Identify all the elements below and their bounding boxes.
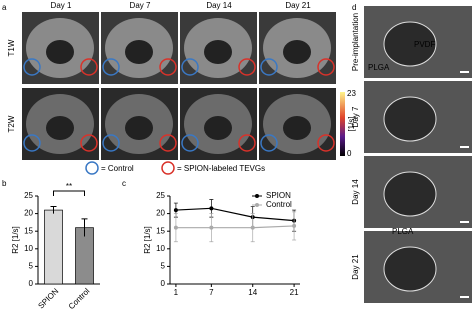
x-tick-label: 14: [248, 288, 257, 297]
y-tick-label: 20: [24, 209, 33, 218]
row-label: T1W: [7, 39, 16, 56]
x-tick-label: 21: [290, 288, 299, 297]
annotation: PLGA: [368, 63, 390, 72]
annotation: PVDF: [414, 40, 435, 49]
y-tick-label: 15: [24, 226, 33, 235]
error-bar: [81, 218, 88, 237]
legend-control: [85, 161, 99, 175]
y-tick-label: 0: [29, 279, 34, 288]
control-marker: [260, 134, 278, 152]
mri-anatomy: [125, 40, 153, 64]
legend-text: = SPION-labeled TEVGs: [177, 164, 265, 173]
data-point: [250, 225, 255, 230]
histology-tissue: [383, 21, 437, 67]
y-axis-label: R2 [1/s]: [143, 226, 152, 254]
row-label: Day 7: [351, 106, 360, 127]
y-tick-label: 15: [156, 226, 165, 235]
mri-anatomy: [283, 40, 311, 64]
control-marker: [181, 58, 199, 76]
legend-text: Control: [266, 200, 292, 209]
legend-spion: [161, 161, 175, 175]
spion-marker: [159, 58, 177, 76]
colorbar-max: 23: [347, 89, 356, 98]
panel-letter: a: [2, 3, 7, 12]
colorbar-min: 0: [347, 149, 352, 158]
data-point: [173, 208, 178, 213]
spion-marker: [80, 58, 98, 76]
legend-text: SPION: [266, 191, 291, 200]
scale-bar: [460, 146, 469, 148]
row-label: T2W: [7, 115, 16, 132]
data-point: [292, 223, 297, 228]
control-marker: [260, 58, 278, 76]
mri-anatomy: [46, 40, 74, 64]
control-marker: [102, 58, 120, 76]
colorbar-unit: [1/s]: [347, 116, 356, 131]
series-line: [175, 207, 295, 222]
y-tick-label: 5: [29, 262, 34, 271]
data-point: [173, 225, 178, 230]
control-marker: [181, 134, 199, 152]
row-label: Day 21: [351, 254, 360, 280]
y-tick-label: 20: [156, 209, 165, 218]
scale-bar: [460, 221, 469, 223]
annotation: PLGA: [392, 227, 414, 236]
error-bar: [50, 206, 57, 214]
significance: **: [66, 182, 72, 191]
mri-anatomy: [125, 116, 153, 140]
x-tick-label: 7: [209, 288, 214, 297]
mri-anatomy: [283, 116, 311, 140]
y-tick-label: 25: [24, 191, 33, 200]
panel-letter: c: [122, 179, 126, 188]
legend-marker: [255, 194, 259, 198]
x-tick-label: Control: [67, 286, 92, 311]
spion-marker: [238, 134, 256, 152]
spion-marker: [80, 134, 98, 152]
column-label: Day 21: [285, 1, 311, 10]
legend-text: = Control: [101, 164, 134, 173]
control-marker: [23, 58, 41, 76]
spion-marker: [317, 58, 335, 76]
spion-marker: [238, 58, 256, 76]
scale-bar: [460, 296, 469, 298]
y-tick-label: 10: [156, 244, 165, 253]
panel-letter: b: [2, 179, 7, 188]
mri-anatomy: [46, 116, 74, 140]
colorbar: [340, 92, 345, 156]
bar: [44, 209, 63, 285]
histology-tissue: [383, 96, 437, 142]
legend-marker: [255, 203, 259, 207]
data-point: [209, 225, 214, 230]
mri-anatomy: [204, 116, 232, 140]
y-tick-label: 0: [161, 279, 166, 288]
series-line: [175, 225, 295, 229]
x-tick-label: 1: [174, 288, 179, 297]
column-label: Day 7: [130, 1, 151, 10]
significance-bracket: [53, 190, 85, 196]
column-label: Day 14: [206, 1, 232, 10]
mri-anatomy: [204, 40, 232, 64]
x-tick-label: SPION: [36, 286, 60, 310]
row-label: Pre-implantation: [351, 13, 360, 71]
histology-tissue: [383, 246, 437, 292]
panel-letter: d: [352, 3, 356, 12]
scale-bar: [460, 71, 469, 73]
image-panels: [22, 6, 472, 303]
control-marker: [23, 134, 41, 152]
spion-marker: [317, 134, 335, 152]
y-tick-label: 5: [161, 262, 166, 271]
spion-marker: [159, 134, 177, 152]
y-tick-label: 10: [24, 244, 33, 253]
y-tick-label: 25: [156, 191, 165, 200]
column-label: Day 1: [51, 1, 72, 10]
data-point: [209, 206, 214, 211]
control-marker: [102, 134, 120, 152]
y-axis-label: R2 [1/s]: [11, 226, 20, 254]
row-label: Day 14: [351, 179, 360, 205]
histology-tissue: [383, 171, 437, 217]
